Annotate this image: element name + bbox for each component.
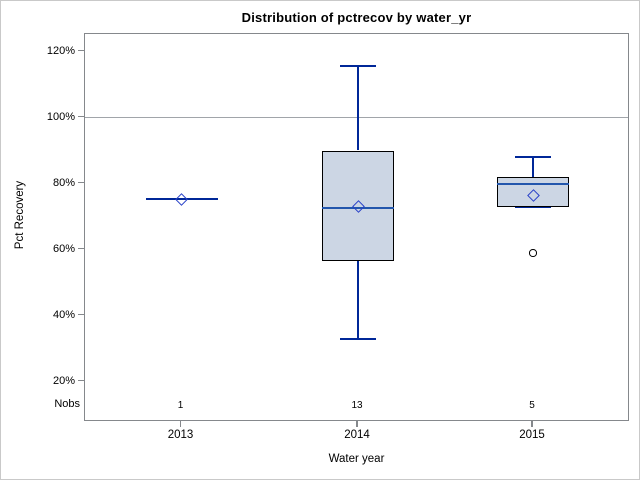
nobs-value: 5 [529, 400, 535, 411]
nobs-value: 1 [177, 400, 184, 411]
reference-line-100pct [85, 116, 628, 119]
single-obs-line [145, 198, 218, 200]
lower-whisker-line [357, 261, 359, 339]
chart-title: Distribution of pctrecov by water_yr [241, 10, 472, 25]
y-tick-mark [78, 115, 84, 118]
iqr-box [497, 176, 569, 207]
y-axis-title: Pct Recovery [14, 180, 26, 250]
y-tick-label: 80% [52, 176, 75, 189]
y-tick-label: 60% [52, 242, 75, 255]
x-category-label: 2013 [167, 429, 194, 441]
x-category-label: 2015 [519, 429, 545, 441]
nobs-row-label: Nobs [54, 398, 80, 410]
y-tick-label: 20% [52, 374, 75, 387]
y-tick-mark [78, 181, 84, 184]
upper-whisker-line [357, 65, 359, 151]
y-tick-label: 40% [52, 308, 75, 321]
y-tick-mark [78, 247, 84, 250]
x-category-label: 2014 [344, 429, 370, 441]
upper-whisker-cap [515, 156, 551, 159]
median-line [322, 207, 394, 210]
y-tick-mark [78, 49, 84, 52]
nobs-value: 13 [351, 400, 363, 411]
x-tick-mark [179, 421, 182, 427]
plot-area [84, 33, 629, 421]
lower-whisker-cap [515, 205, 551, 208]
x-axis-title: Water year [328, 453, 385, 465]
outlier-marker [529, 249, 537, 257]
y-tick-label: 120% [46, 44, 75, 57]
y-tick-mark [78, 313, 84, 316]
upper-whisker-line [532, 157, 534, 177]
x-tick-mark [531, 421, 533, 427]
mean-diamond-marker [175, 192, 188, 206]
median-line [497, 182, 569, 185]
x-tick-mark [356, 421, 358, 427]
upper-whisker-cap [340, 64, 376, 67]
y-tick-label: 100% [46, 110, 75, 123]
y-tick-mark [78, 379, 84, 382]
iqr-box [322, 150, 394, 262]
lower-whisker-cap [340, 337, 376, 340]
